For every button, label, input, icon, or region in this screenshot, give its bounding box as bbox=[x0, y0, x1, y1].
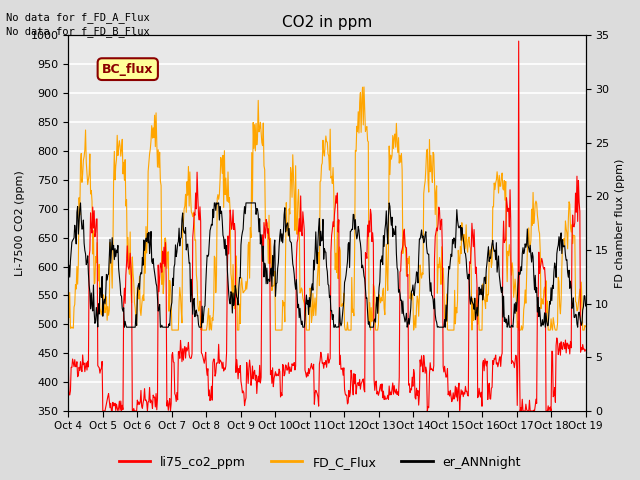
Text: BC_flux: BC_flux bbox=[102, 63, 154, 76]
Y-axis label: Li-7500 CO2 (ppm): Li-7500 CO2 (ppm) bbox=[15, 170, 25, 276]
Text: No data for f_FD_B_Flux: No data for f_FD_B_Flux bbox=[6, 26, 150, 37]
Title: CO2 in ppm: CO2 in ppm bbox=[282, 15, 372, 30]
Legend: li75_co2_ppm, FD_C_Flux, er_ANNnight: li75_co2_ppm, FD_C_Flux, er_ANNnight bbox=[114, 451, 526, 474]
Y-axis label: FD chamber flux (ppm): FD chamber flux (ppm) bbox=[615, 158, 625, 288]
Text: No data for f_FD_A_Flux: No data for f_FD_A_Flux bbox=[6, 12, 150, 23]
